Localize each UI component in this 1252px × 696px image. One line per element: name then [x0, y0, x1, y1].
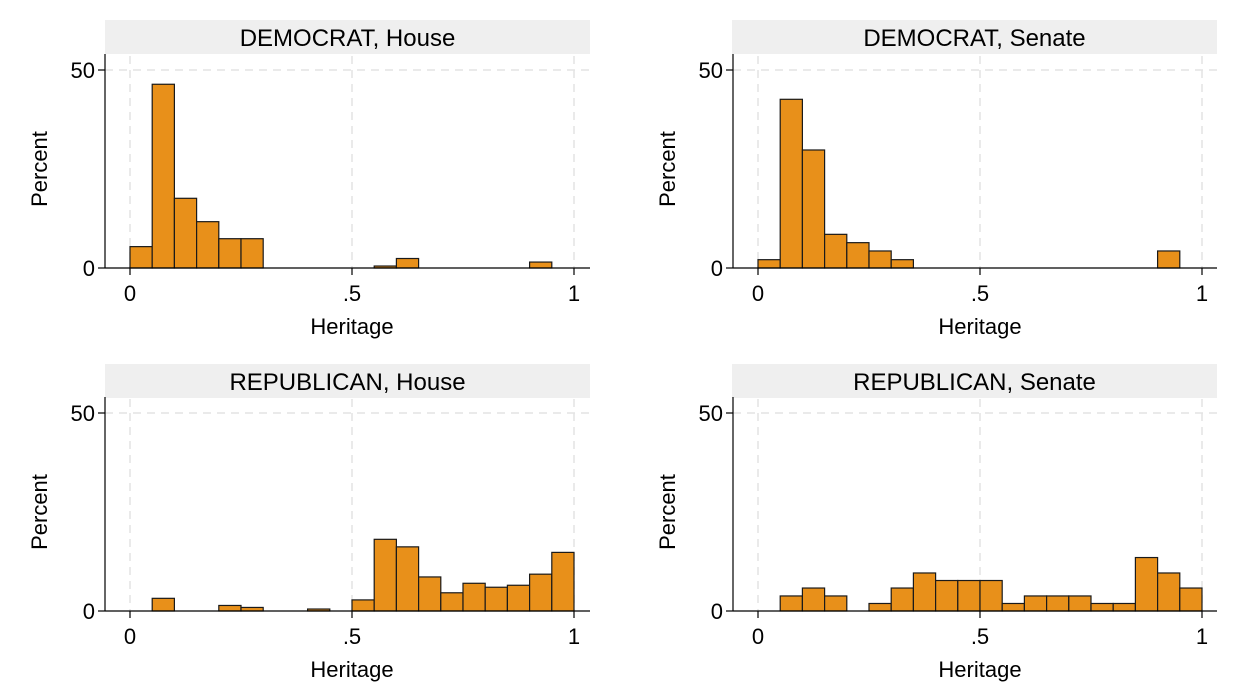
histogram-bar [823, 233, 848, 269]
panel-title: REPUBLICAN, House [229, 369, 465, 396]
histogram-bar [151, 83, 175, 269]
histogram-bar [957, 579, 981, 612]
y-tick-label: 0 [711, 599, 723, 624]
x-tick-label: .5 [343, 281, 361, 306]
panel-title-strip [732, 20, 1217, 54]
x-axis-title: Heritage [938, 314, 1021, 339]
y-tick-label: 50 [699, 401, 723, 426]
panel-1: DEMOCRAT, House 0 50 0 .5 1 Heritage Percent [27, 20, 590, 339]
x-axis-title: Heritage [938, 657, 1021, 682]
y-tick-label: 50 [71, 58, 95, 83]
y-tick-label: 0 [83, 256, 95, 281]
x-tick-label: 0 [752, 624, 764, 649]
x-tick-label: 1 [568, 281, 580, 306]
histogram-bar [890, 259, 915, 269]
y-tick-label: 0 [83, 599, 95, 624]
histogram-bar [173, 197, 198, 269]
x-tick-label: 1 [1196, 281, 1208, 306]
y-axis-title: Percent [655, 131, 680, 207]
y-tick-label: 50 [699, 58, 723, 83]
histogram-bar [240, 238, 264, 269]
x-tick-label: 1 [1196, 624, 1208, 649]
histogram-bar [462, 582, 486, 612]
histogram-bar [373, 538, 398, 612]
histogram-bar [395, 257, 420, 269]
histogram-bar [912, 572, 937, 612]
histogram-bar [868, 602, 892, 612]
histogram-bar [418, 576, 442, 612]
histogram-bar [351, 599, 375, 612]
panel-4: REPUBLICAN, Senate 0 50 0 .5 1 Heritage Percent [655, 364, 1217, 682]
histogram-bar [528, 261, 553, 269]
y-axis-title: Percent [27, 131, 52, 207]
histogram-bar [1023, 595, 1048, 612]
histogram-bar [801, 587, 826, 612]
histogram-bar [1045, 595, 1070, 612]
panel-title: DEMOCRAT, Senate [863, 25, 1085, 52]
histogram-bar [823, 595, 848, 612]
x-tick-label: .5 [343, 624, 361, 649]
panel-title-strip [105, 20, 590, 54]
y-axis-title: Percent [27, 474, 52, 550]
y-tick-label: 0 [711, 256, 723, 281]
x-tick-label: 0 [124, 624, 136, 649]
histogram-bar [151, 597, 175, 612]
histogram-bar [1068, 595, 1092, 612]
histogram-bar [218, 604, 242, 612]
histogram-bar [1134, 556, 1159, 612]
histogram-bar [1179, 587, 1203, 612]
histogram-bar [551, 551, 575, 612]
histogram-bar [1001, 602, 1026, 612]
histogram-bar [528, 573, 553, 612]
histogram-bar [1090, 602, 1114, 612]
histogram-bar [506, 584, 531, 612]
histogram-bar [395, 546, 420, 612]
x-tick-label: 0 [124, 281, 136, 306]
x-tick-label: .5 [971, 281, 989, 306]
panel-title-strip [732, 364, 1217, 398]
histogram-bar [846, 242, 870, 269]
histogram-bar [1156, 250, 1181, 269]
histogram-bar [801, 149, 826, 269]
histogram-bar [779, 595, 804, 612]
panel-title: DEMOCRAT, House [240, 25, 456, 52]
histogram-bar [218, 238, 242, 269]
y-axis-title: Percent [655, 474, 680, 550]
histogram-bar [484, 586, 509, 612]
histogram-bar [779, 98, 804, 269]
panel-title: REPUBLICAN, Senate [853, 369, 1096, 396]
histogram-bar [440, 592, 464, 612]
histogram-bar [129, 246, 153, 269]
histogram-bar [1112, 602, 1136, 612]
x-tick-label: .5 [971, 624, 989, 649]
y-tick-label: 50 [71, 401, 95, 426]
histogram-bar [979, 579, 1003, 612]
x-axis-title: Heritage [310, 657, 393, 682]
histogram-bar [890, 587, 915, 612]
panel-3: REPUBLICAN, House 0 50 0 .5 1 Heritage Percent [27, 364, 590, 682]
histogram-bar [757, 259, 781, 269]
histogram-bar [868, 250, 892, 269]
histogram-bar [196, 221, 220, 269]
histogram-bar [934, 579, 959, 612]
x-axis-title: Heritage [310, 314, 393, 339]
x-tick-label: 1 [568, 624, 580, 649]
panel-2: DEMOCRAT, Senate 0 50 0 .5 1 Heritage Percent [655, 20, 1217, 339]
x-tick-label: 0 [752, 281, 764, 306]
histogram-bar [1156, 572, 1181, 612]
panel-title-strip [105, 364, 590, 398]
